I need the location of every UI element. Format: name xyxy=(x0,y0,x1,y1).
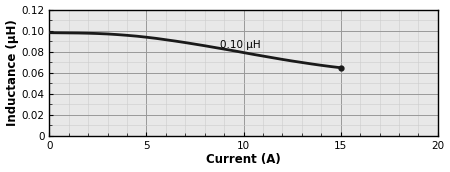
Y-axis label: Inductance (μH): Inductance (μH) xyxy=(5,19,18,126)
X-axis label: Current (A): Current (A) xyxy=(206,153,281,166)
Text: 0.10 μH: 0.10 μH xyxy=(220,40,261,50)
